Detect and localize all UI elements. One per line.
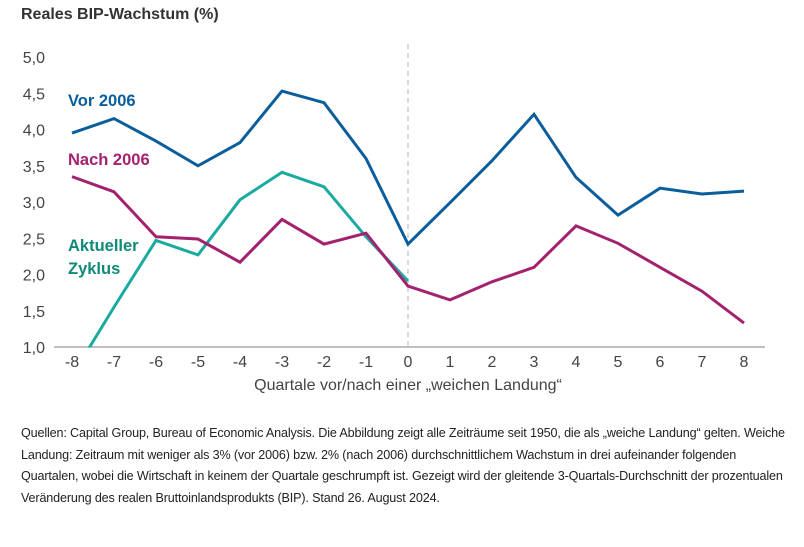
line-chart: 1,0 1,5 2,0 2,5 3,0 3,5 4,0 4,5 5,0 -8 -7 -6 -5 -4 -3… xyxy=(23,44,765,394)
x-tick-label: -3 xyxy=(275,354,289,371)
series-label: Zyklus xyxy=(68,260,120,278)
y-tick-label: 2,5 xyxy=(23,231,45,248)
x-axis: -8 -7 -6 -5 -4 -3 -2 -1 0 1 2 3 4 5 6 7 8 xyxy=(65,354,749,371)
x-tick-label: -7 xyxy=(107,354,121,371)
y-tick-label: 5,0 xyxy=(23,50,45,67)
x-tick-label: -1 xyxy=(359,354,373,371)
x-tick-label: 8 xyxy=(740,354,749,371)
x-tick-label: 7 xyxy=(698,354,707,371)
y-tick-label: 4,5 xyxy=(23,86,45,103)
x-tick-label: -8 xyxy=(65,354,79,371)
x-tick-label: 4 xyxy=(572,354,581,371)
series-label: Nach 2006 xyxy=(68,151,150,169)
series-label: Vor 2006 xyxy=(68,92,136,110)
x-tick-label: 6 xyxy=(656,354,665,371)
y-tick-label: 1,0 xyxy=(23,340,45,357)
x-tick-label: 2 xyxy=(488,354,497,371)
x-axis-label: Quartale vor/nach einer „weichen Landung… xyxy=(254,377,562,394)
y-tick-label: 4,0 xyxy=(23,123,45,140)
x-tick-label: -6 xyxy=(149,354,163,371)
y-tick-label: 2,0 xyxy=(23,268,45,285)
series-line-aktueller-zyklus xyxy=(87,170,410,348)
x-tick-label: -4 xyxy=(233,354,247,371)
y-tick-label: 3,5 xyxy=(23,159,45,176)
series-line-vor-2006 xyxy=(71,89,745,247)
x-tick-label: 5 xyxy=(614,354,623,371)
y-axis: 1,0 1,5 2,0 2,5 3,0 3,5 4,0 4,5 5,0 xyxy=(23,50,45,357)
series-labels: Vor 2006 Nach 2006 Aktueller Zyklus xyxy=(68,92,150,278)
chart-title: Reales BIP-Wachstum (%) xyxy=(21,6,219,23)
series-layer xyxy=(71,89,745,348)
x-tick-label: -2 xyxy=(317,354,331,371)
footnote: Quellen: Capital Group, Bureau of Econom… xyxy=(21,426,785,505)
x-tick-label: 3 xyxy=(530,354,539,371)
y-tick-label: 1,5 xyxy=(23,304,45,321)
x-tick-label: 0 xyxy=(404,354,413,371)
x-tick-label: -5 xyxy=(191,354,205,371)
y-tick-label: 3,0 xyxy=(23,195,45,212)
x-tick-label: 1 xyxy=(446,354,455,371)
series-label: Aktueller xyxy=(68,237,139,255)
